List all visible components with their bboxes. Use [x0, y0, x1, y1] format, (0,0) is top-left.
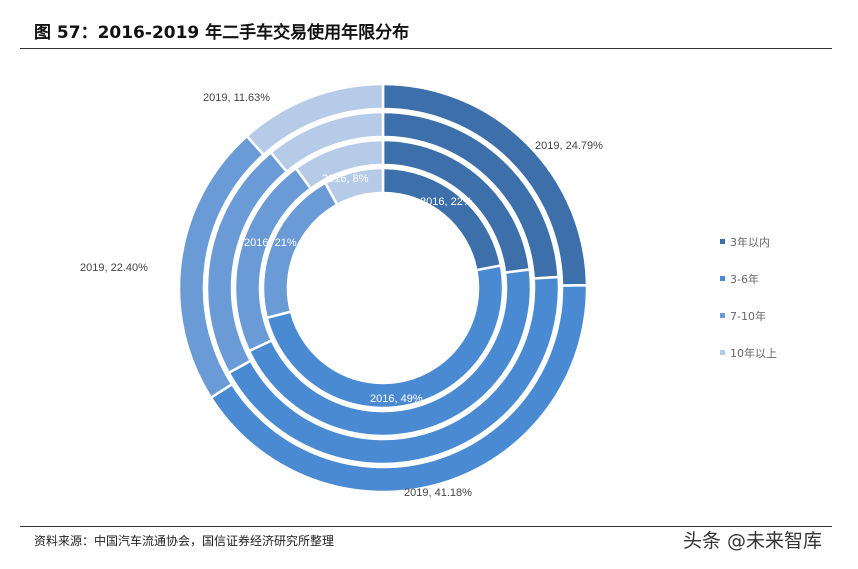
- legend-label: 10年以上: [730, 347, 777, 360]
- top-divider: [20, 48, 832, 49]
- legend-label: 7-10年: [730, 310, 766, 323]
- ring-2016-segment-3: [323, 166, 385, 207]
- ring-2019-segment-3: [245, 82, 385, 157]
- legend-label: 3-6年: [730, 273, 759, 286]
- legend-label: 3年以内: [730, 236, 770, 249]
- label-2016-1: 2016, 49%: [370, 393, 423, 405]
- legend-item-2: 7-10年: [720, 308, 777, 345]
- label-2019-2: 2019, 22.40%: [80, 262, 148, 274]
- bottom-divider: [20, 526, 832, 527]
- legend-swatch: [720, 350, 725, 355]
- ring-2018-segment-3: [269, 110, 385, 174]
- label-2016-0: 2016, 22%: [420, 196, 473, 208]
- label-2016-3: 2016, 8%: [322, 173, 369, 185]
- legend-item-1: 3-6年: [720, 271, 777, 308]
- legend-item-0: 3年以内: [720, 234, 777, 271]
- source-note: 资料来源：中国汽车流通协会，国信证券经济研究所整理: [34, 534, 335, 548]
- label-2019-1: 2019, 41.18%: [404, 487, 472, 499]
- legend-swatch: [720, 276, 725, 281]
- legend-swatch: [720, 313, 725, 318]
- label-2016-2: 2016, 21%: [244, 237, 297, 249]
- legend-item-3: 10年以上: [720, 345, 777, 382]
- label-2019-3: 2019, 11.63%: [203, 92, 270, 104]
- legend: 3年以内 3-6年 7-10年 10年以上: [720, 234, 777, 382]
- label-2019-0: 2019, 24.79%: [535, 140, 603, 152]
- ring-2017-segment-3: [294, 138, 385, 191]
- legend-swatch: [720, 239, 725, 244]
- figure-title: 图 57：2016-2019 年二手车交易使用年限分布: [34, 23, 410, 43]
- watermark: 头条 @未来智库: [683, 530, 823, 552]
